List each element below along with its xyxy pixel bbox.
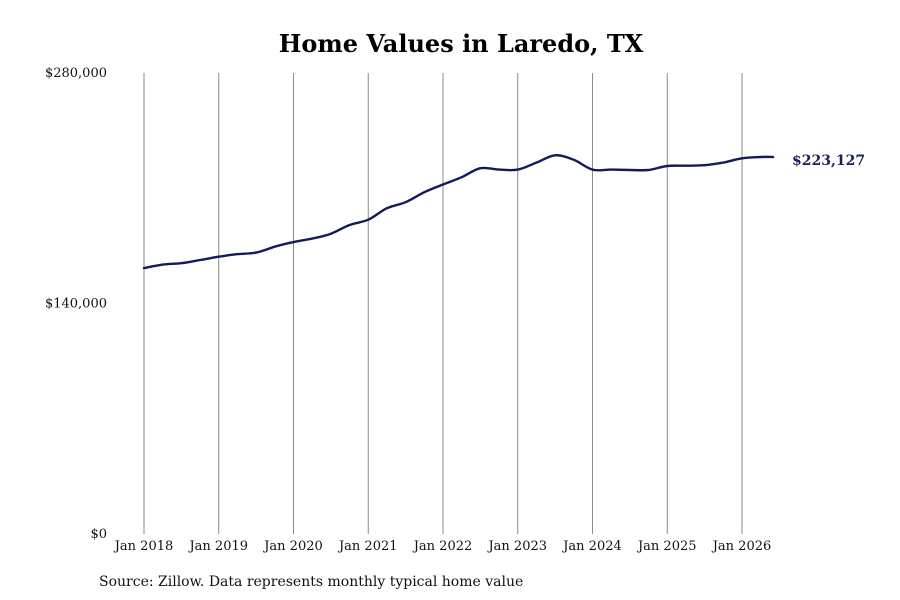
- x-tick-label: Jan 2020: [262, 539, 323, 554]
- source-note: Source: Zillow. Data represents monthly …: [99, 574, 523, 590]
- x-tick-label: Jan 2018: [113, 539, 174, 554]
- x-tick-label: Jan 2025: [636, 539, 697, 554]
- x-axis-ticks: Jan 2018 Jan 2019 Jan 2020 Jan 2021 Jan 2022…: [113, 539, 772, 554]
- y-tick-label: $0: [90, 527, 107, 542]
- home-value-series-line: [142, 154, 775, 270]
- y-axis-ticks: $0 $140,000 $280,000: [45, 66, 107, 542]
- x-tick-label: Jan 2021: [337, 539, 398, 554]
- x-tick-label: Jan 2019: [187, 539, 248, 554]
- chart-title: Home Values in Laredo, TX: [279, 29, 644, 58]
- vertical-gridlines: [143, 73, 743, 534]
- x-tick-label: Jan 2023: [486, 539, 547, 554]
- latest-value-label: $223,127: [792, 153, 865, 169]
- y-tick-label: $280,000: [45, 66, 107, 81]
- x-tick-label: Jan 2024: [561, 539, 622, 554]
- y-tick-label: $140,000: [45, 297, 107, 312]
- x-tick-label: Jan 2022: [412, 539, 473, 554]
- x-tick-label: Jan 2026: [711, 539, 772, 554]
